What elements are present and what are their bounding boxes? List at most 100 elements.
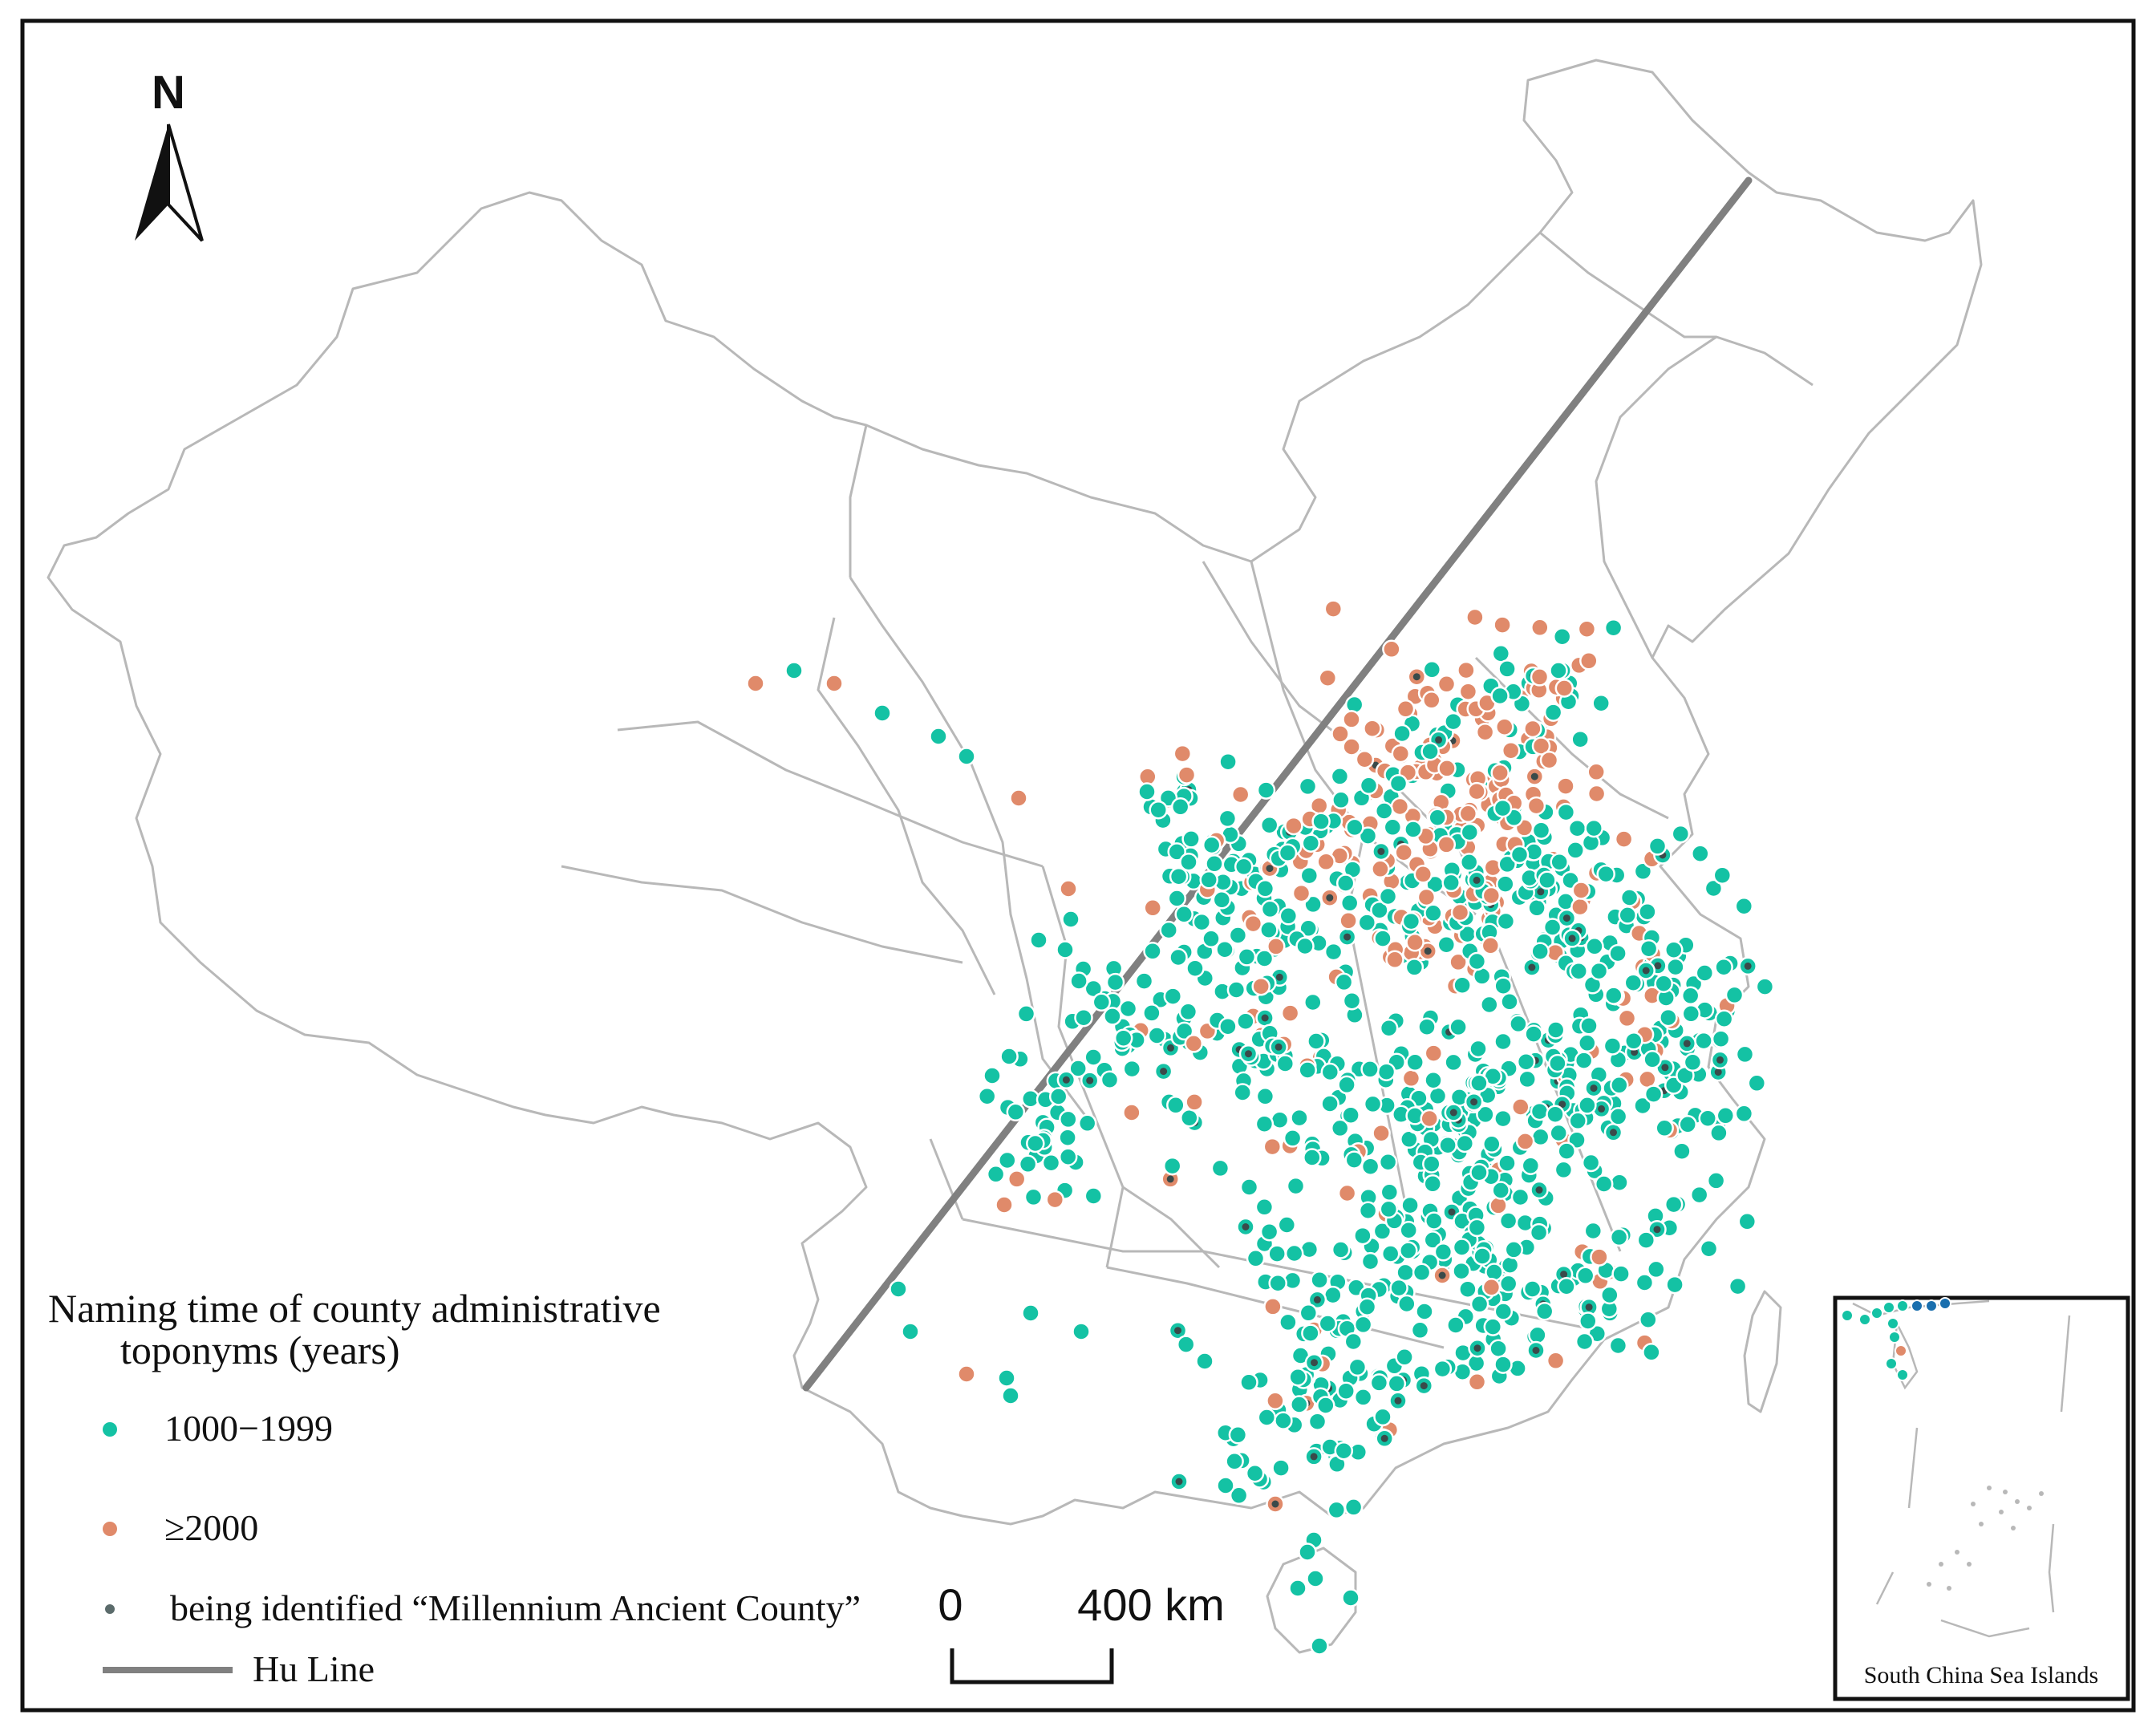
millennium-ancient-county-marker xyxy=(1654,962,1662,970)
toponym-point-2000plus xyxy=(1401,1068,1421,1088)
toponym-point-2000plus xyxy=(1495,717,1514,736)
toponym-point-2000plus xyxy=(1501,740,1521,760)
toponym-point-2000plus xyxy=(1526,796,1546,816)
toponym-point-1000-1999 xyxy=(1077,1113,1097,1133)
toponym-point-1000-1999 xyxy=(1493,1302,1514,1321)
legend-teal-dot xyxy=(103,1422,117,1437)
toponym-point-1000-1999 xyxy=(1493,798,1513,818)
toponym-point-2000plus xyxy=(1458,804,1478,824)
toponym-point-1000-1999 xyxy=(1299,918,1318,938)
toponym-point-2000plus xyxy=(1530,618,1550,638)
toponym-point-1000-1999 xyxy=(1323,942,1343,962)
toponym-point-1000-1999 xyxy=(1747,1073,1767,1093)
toponym-point-1000-1999 xyxy=(1401,911,1421,931)
toponym-point-1000-1999 xyxy=(1655,1118,1674,1138)
toponym-point-2000plus xyxy=(1539,750,1559,770)
toponym-point-1000-1999 xyxy=(1336,1381,1356,1401)
toponym-point-2000plus xyxy=(1458,682,1478,701)
toponym-point-2000plus xyxy=(1291,883,1311,903)
millennium-ancient-county-marker xyxy=(1714,1068,1722,1076)
toponym-point-1000-1999 xyxy=(1245,1463,1265,1483)
toponym-point-2000plus xyxy=(1372,1123,1391,1143)
toponym-point-1000-1999 xyxy=(1170,797,1190,817)
toponym-point-1000-1999 xyxy=(1549,661,1568,680)
toponym-point-1000-1999 xyxy=(1233,1083,1252,1102)
province-line xyxy=(962,1218,1284,1269)
toponym-point-1000-1999 xyxy=(1469,1073,1489,1093)
toponym-point-1000-1999 xyxy=(1259,815,1279,835)
inset-points xyxy=(1841,1297,1951,1381)
toponym-point-1000-1999 xyxy=(1234,857,1254,877)
toponym-point-1000-1999 xyxy=(1428,1086,1448,1106)
toponym-point-1000-1999 xyxy=(1583,1221,1603,1241)
toponym-point-1000-1999 xyxy=(1444,1052,1463,1072)
toponym-point-1000-1999 xyxy=(1357,1297,1377,1316)
toponym-point-1000-1999 xyxy=(1603,1036,1623,1056)
toponym-point-1000-1999 xyxy=(1279,906,1299,926)
toponym-point-2000plus xyxy=(1416,887,1437,907)
toponym-point-1000-1999 xyxy=(1103,1007,1122,1026)
toponym-point-1000-1999 xyxy=(1575,1266,1595,1286)
toponym-point-1000-1999 xyxy=(1270,1110,1290,1129)
toponym-point-1000-1999 xyxy=(1639,1310,1658,1329)
millennium-ancient-county-marker xyxy=(1653,1226,1661,1234)
toponym-point-1000-1999 xyxy=(1522,1279,1542,1299)
toponym-point-1000-1999 xyxy=(1195,1352,1214,1371)
country-boundaries xyxy=(47,59,1983,1654)
toponym-point-1000-1999 xyxy=(784,661,804,680)
toponym-point-2000plus xyxy=(1614,829,1634,849)
toponym-point-1000-1999 xyxy=(1389,1278,1408,1298)
toponym-point-1000-1999 xyxy=(1018,1154,1038,1174)
toponym-point-1000-1999 xyxy=(1254,1198,1275,1217)
toponym-point-1000-1999 xyxy=(1619,888,1639,907)
toponym-point-1000-1999 xyxy=(1226,980,1246,999)
toponym-point-1000-1999 xyxy=(1489,1339,1508,1358)
taiwan-island xyxy=(1743,1290,1782,1413)
legend-ancient-dot xyxy=(105,1604,115,1614)
toponym-point-2000plus xyxy=(1490,763,1510,783)
toponym-point-2000plus xyxy=(995,1195,1014,1214)
toponym-point-1000-1999 xyxy=(1734,896,1754,916)
toponym-point-2000plus xyxy=(1413,865,1433,884)
toponym-point-1000-1999 xyxy=(1254,949,1275,968)
millennium-ancient-county-marker xyxy=(1271,1500,1279,1508)
toponym-point-1000-1999 xyxy=(1056,940,1075,959)
toponym-point-1000-1999 xyxy=(1428,808,1447,827)
toponym-point-1000-1999 xyxy=(1504,1240,1524,1259)
toponym-point-2000plus xyxy=(1515,1132,1535,1151)
toponym-point-1000-1999 xyxy=(1493,1032,1513,1052)
toponym-point-1000-1999 xyxy=(1147,1026,1167,1045)
toponym-point-1000-1999 xyxy=(1643,1084,1664,1104)
inset-caption: South China Sea Islands xyxy=(1864,1662,2099,1688)
toponym-point-1000-1999 xyxy=(1610,1173,1629,1192)
toponym-point-2000plus xyxy=(1045,1190,1065,1210)
toponym-point-1000-1999 xyxy=(1497,854,1517,874)
toponym-point-1000-1999 xyxy=(1449,1017,1468,1037)
toponym-point-1000-1999 xyxy=(1373,1407,1392,1427)
toponym-point-1000-1999 xyxy=(1303,1148,1322,1167)
toponym-point-1000-1999 xyxy=(1331,790,1351,810)
toponym-point-2000plus xyxy=(1489,1196,1508,1215)
toponym-point-1000-1999 xyxy=(1498,1211,1518,1230)
toponym-point-1000-1999 xyxy=(1345,817,1364,837)
millennium-ancient-county-marker xyxy=(1242,1223,1250,1230)
toponym-point-1000-1999 xyxy=(1704,878,1724,898)
toponym-point-1000-1999 xyxy=(1694,1031,1713,1051)
toponym-point-1000-1999 xyxy=(1458,1279,1477,1299)
toponym-point-2000plus xyxy=(1467,781,1486,801)
toponym-point-1000-1999 xyxy=(1303,894,1323,914)
toponym-point-1000-1999 xyxy=(1192,912,1212,932)
toponym-point-2000plus xyxy=(1493,615,1512,634)
legend-item-3-label: being identified “Millennium Ancient Cou… xyxy=(170,1587,861,1628)
toponym-point-2000plus xyxy=(1467,1372,1487,1392)
toponym-point-1000-1999 xyxy=(1568,1111,1587,1131)
toponym-point-2000plus xyxy=(1007,1170,1027,1189)
hainan-island xyxy=(1266,1547,1357,1654)
toponym-point-2000plus xyxy=(1143,898,1162,918)
toponym-point-1000-1999 xyxy=(1343,1498,1364,1517)
toponym-point-2000plus xyxy=(1587,762,1606,782)
toponym-point-1000-1999 xyxy=(1712,866,1732,885)
toponym-point-2000plus xyxy=(1339,911,1358,930)
